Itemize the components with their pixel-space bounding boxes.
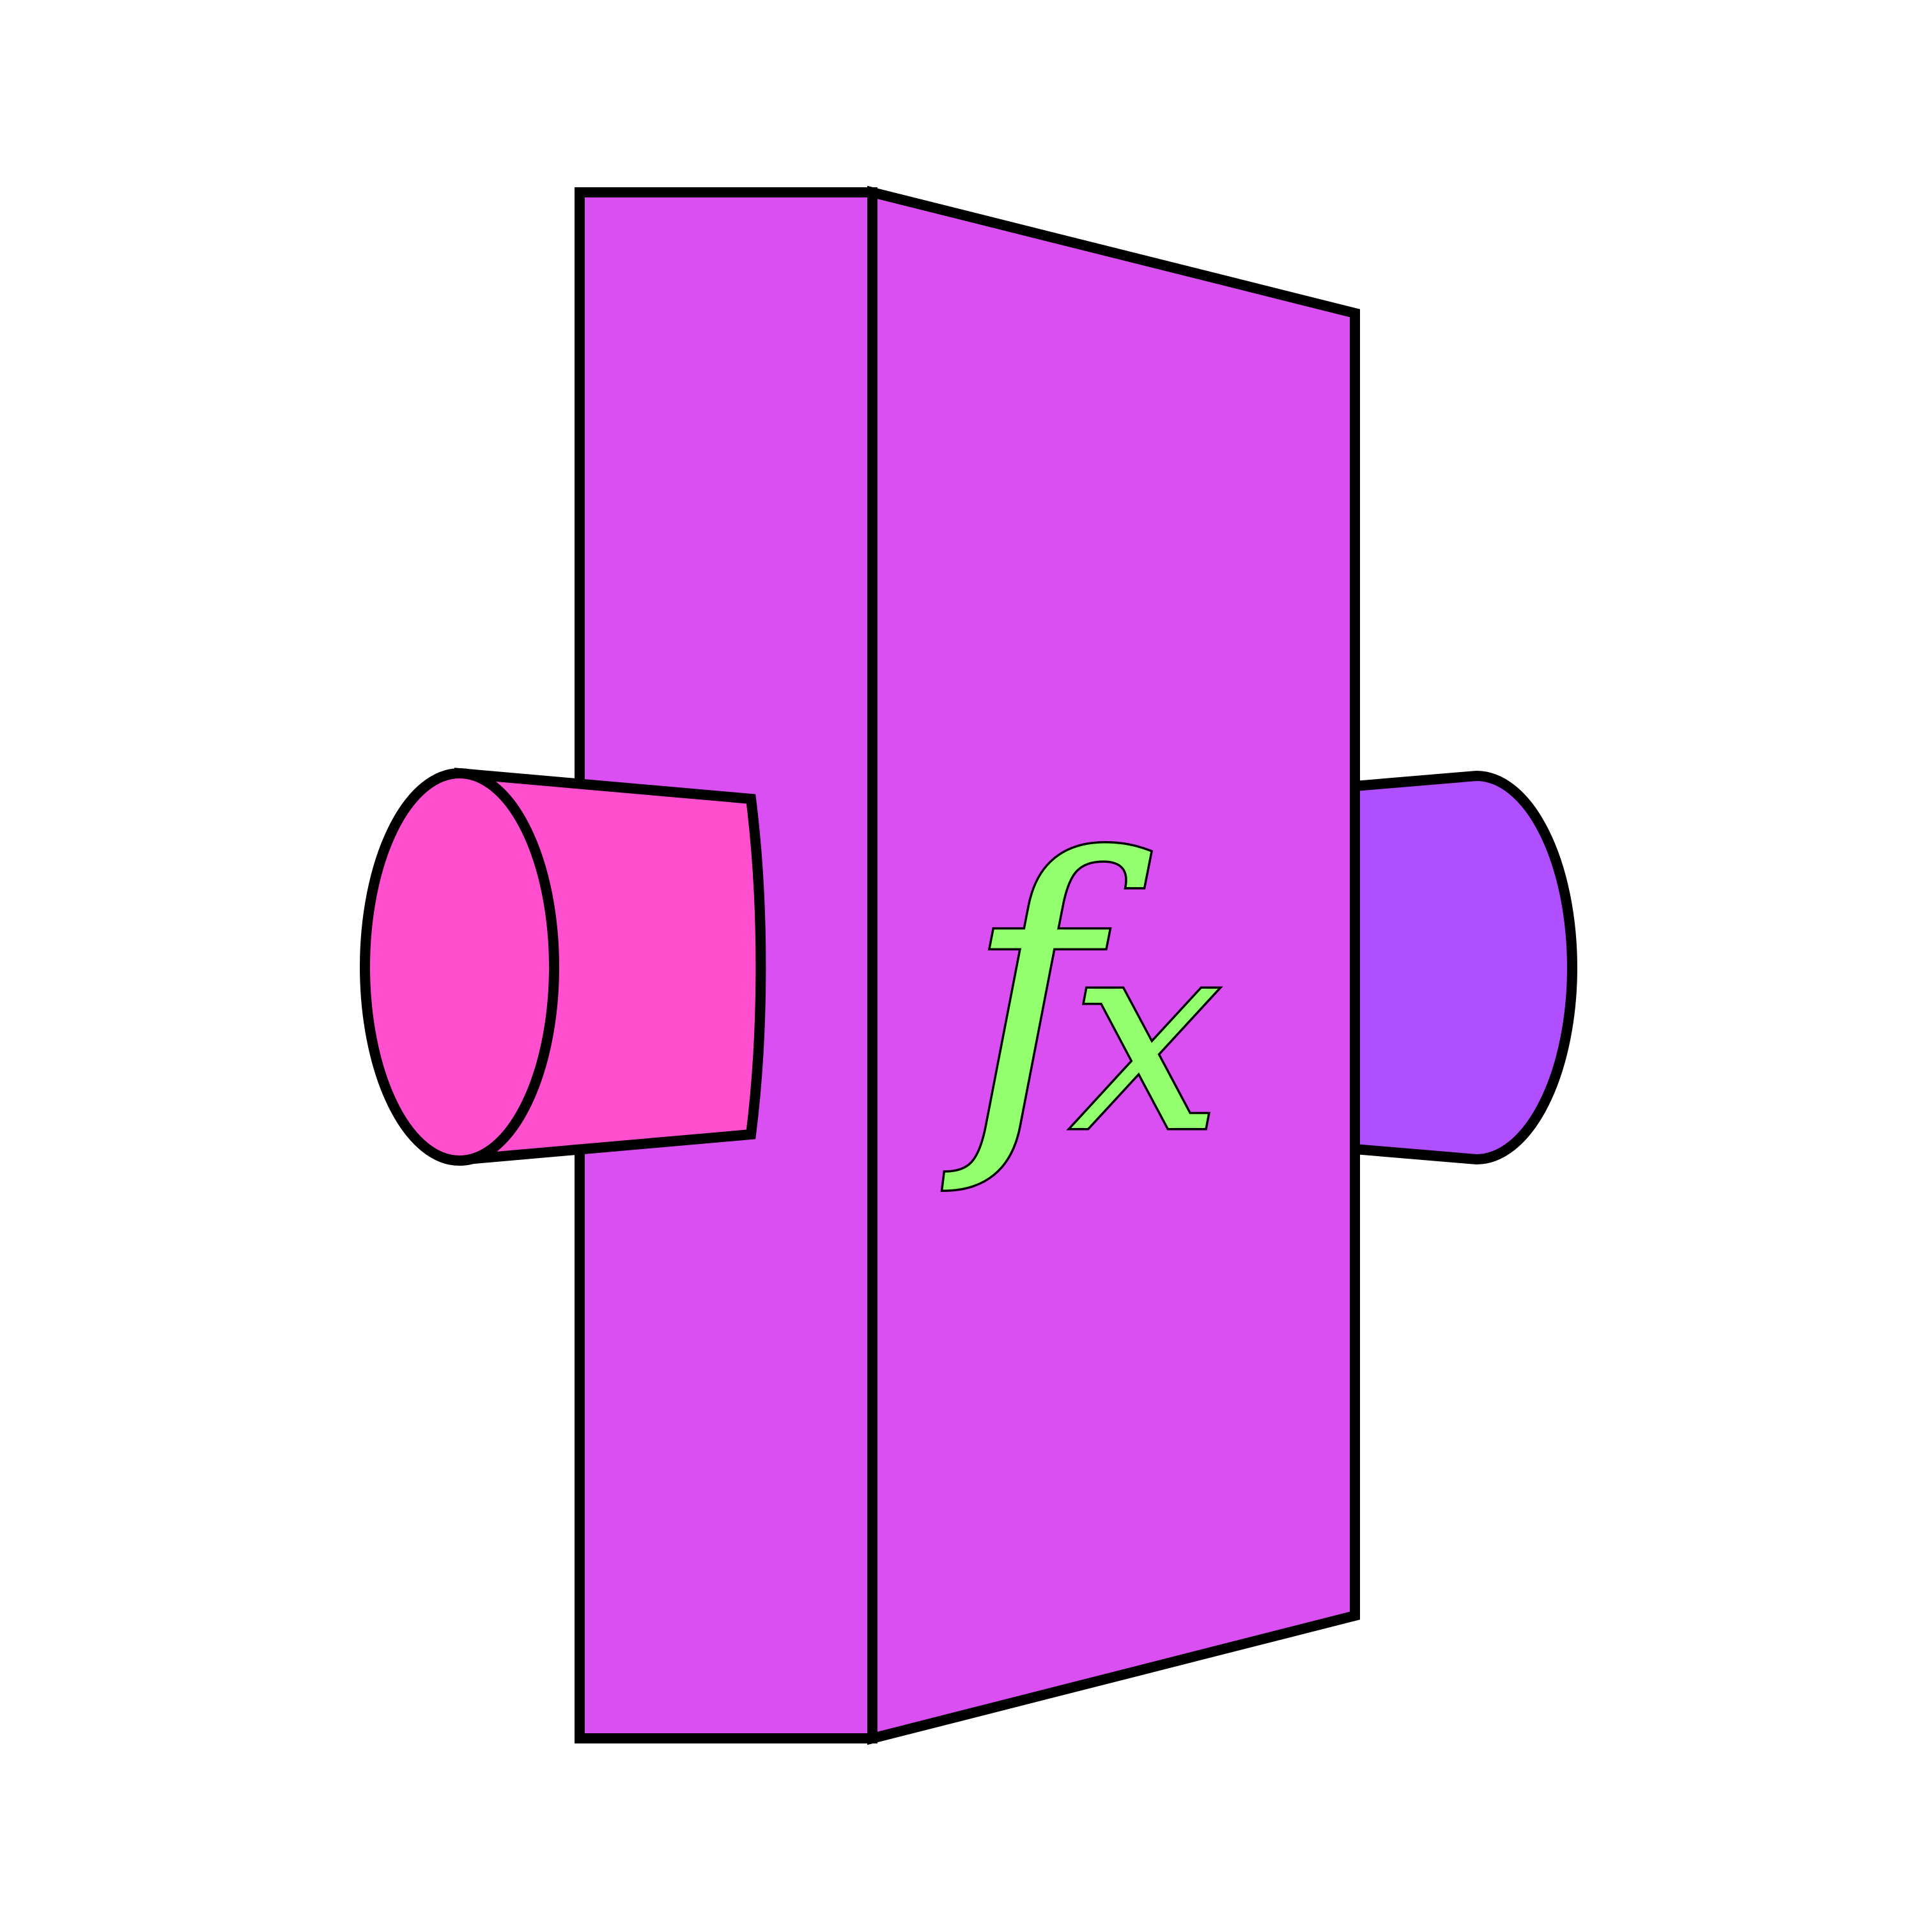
input-cylinder-icon <box>360 768 766 1166</box>
input-cylinder-face <box>360 768 559 1166</box>
output-cylinder-icon <box>1350 770 1577 1165</box>
fx-label-x: x <box>1070 879 1222 1192</box>
output-cylinder-body <box>1350 770 1577 1165</box>
block-side-face <box>867 185 1360 1745</box>
